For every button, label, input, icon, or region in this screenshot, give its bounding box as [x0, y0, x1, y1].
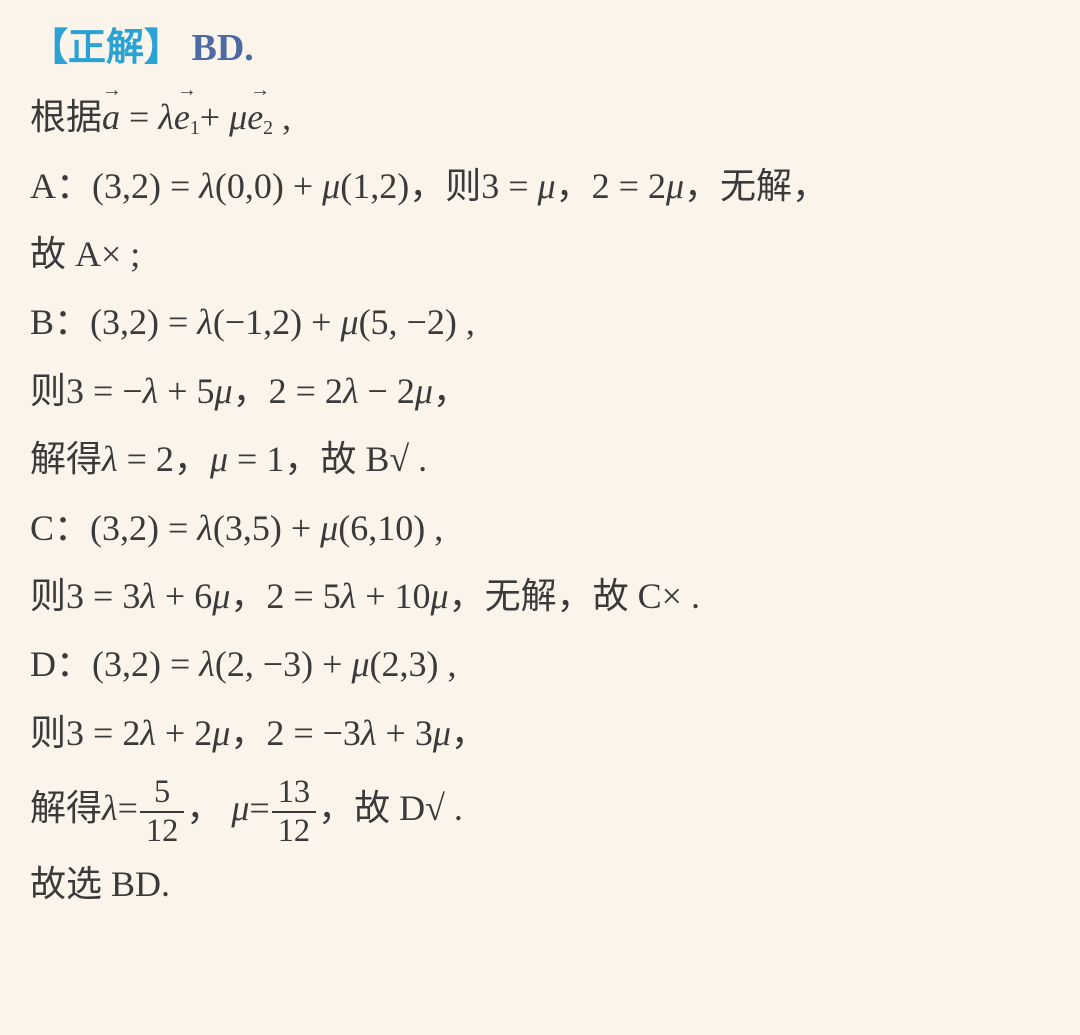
header-answer: BD. — [192, 27, 254, 69]
header-label: 【正解】 — [30, 27, 182, 69]
option-b-line3: 解得λ = 2，μ = 1，故 B√ . — [30, 425, 1050, 493]
vector-e1: →e1 — [174, 83, 200, 151]
option-d-line3: 解得λ=512， μ=1312，故 D√ . — [30, 767, 1050, 850]
fraction-13-12: 1312 — [272, 776, 316, 847]
header-line: 【正解】 BD. — [30, 22, 1050, 75]
intro-line: 根据→a = λ→e1+ μ→e2 , — [30, 83, 1050, 151]
option-b-line2: 则3 = −λ + 5μ，2 = 2λ − 2μ， — [30, 357, 1050, 425]
mu: μ — [229, 97, 247, 137]
option-d-line2: 则3 = 2λ + 2μ，2 = −3λ + 3μ， — [30, 699, 1050, 767]
text: 根据 — [30, 97, 102, 137]
option-label-a: A： — [30, 166, 92, 206]
option-b-line1: B：(3,2) = λ(−1,2) + μ(5, −2) , — [30, 288, 1050, 356]
lambda: λ — [158, 97, 174, 137]
option-label-c: C： — [30, 508, 90, 548]
option-c-line2: 则3 = 3λ + 6μ，2 = 5λ + 10μ，无解，故 C× . — [30, 562, 1050, 630]
option-a-line1: A：(3,2) = λ(0,0) + μ(1,2)，则3 = μ，2 = 2μ，… — [30, 152, 1050, 220]
option-a-line2: 故 A× ; — [30, 220, 1050, 288]
text: , — [273, 97, 291, 137]
vector-e2: →e2 — [247, 83, 273, 151]
option-d-line1: D：(3,2) = λ(2, −3) + μ(2,3) , — [30, 630, 1050, 698]
option-c-line1: C：(3,2) = λ(3,5) + μ(6,10) , — [30, 494, 1050, 562]
option-label-d: D： — [30, 644, 92, 684]
final-line: 故选 BD. — [30, 850, 1050, 918]
option-label-b: B： — [30, 302, 90, 342]
equals: = — [120, 97, 158, 137]
plus: + — [200, 97, 229, 137]
solution-document: 【正解】 BD. 根据→a = λ→e1+ μ→e2 , A：(3,2) = λ… — [0, 0, 1080, 918]
vector-a: →a — [102, 83, 120, 151]
fraction-5-12: 512 — [140, 776, 184, 847]
